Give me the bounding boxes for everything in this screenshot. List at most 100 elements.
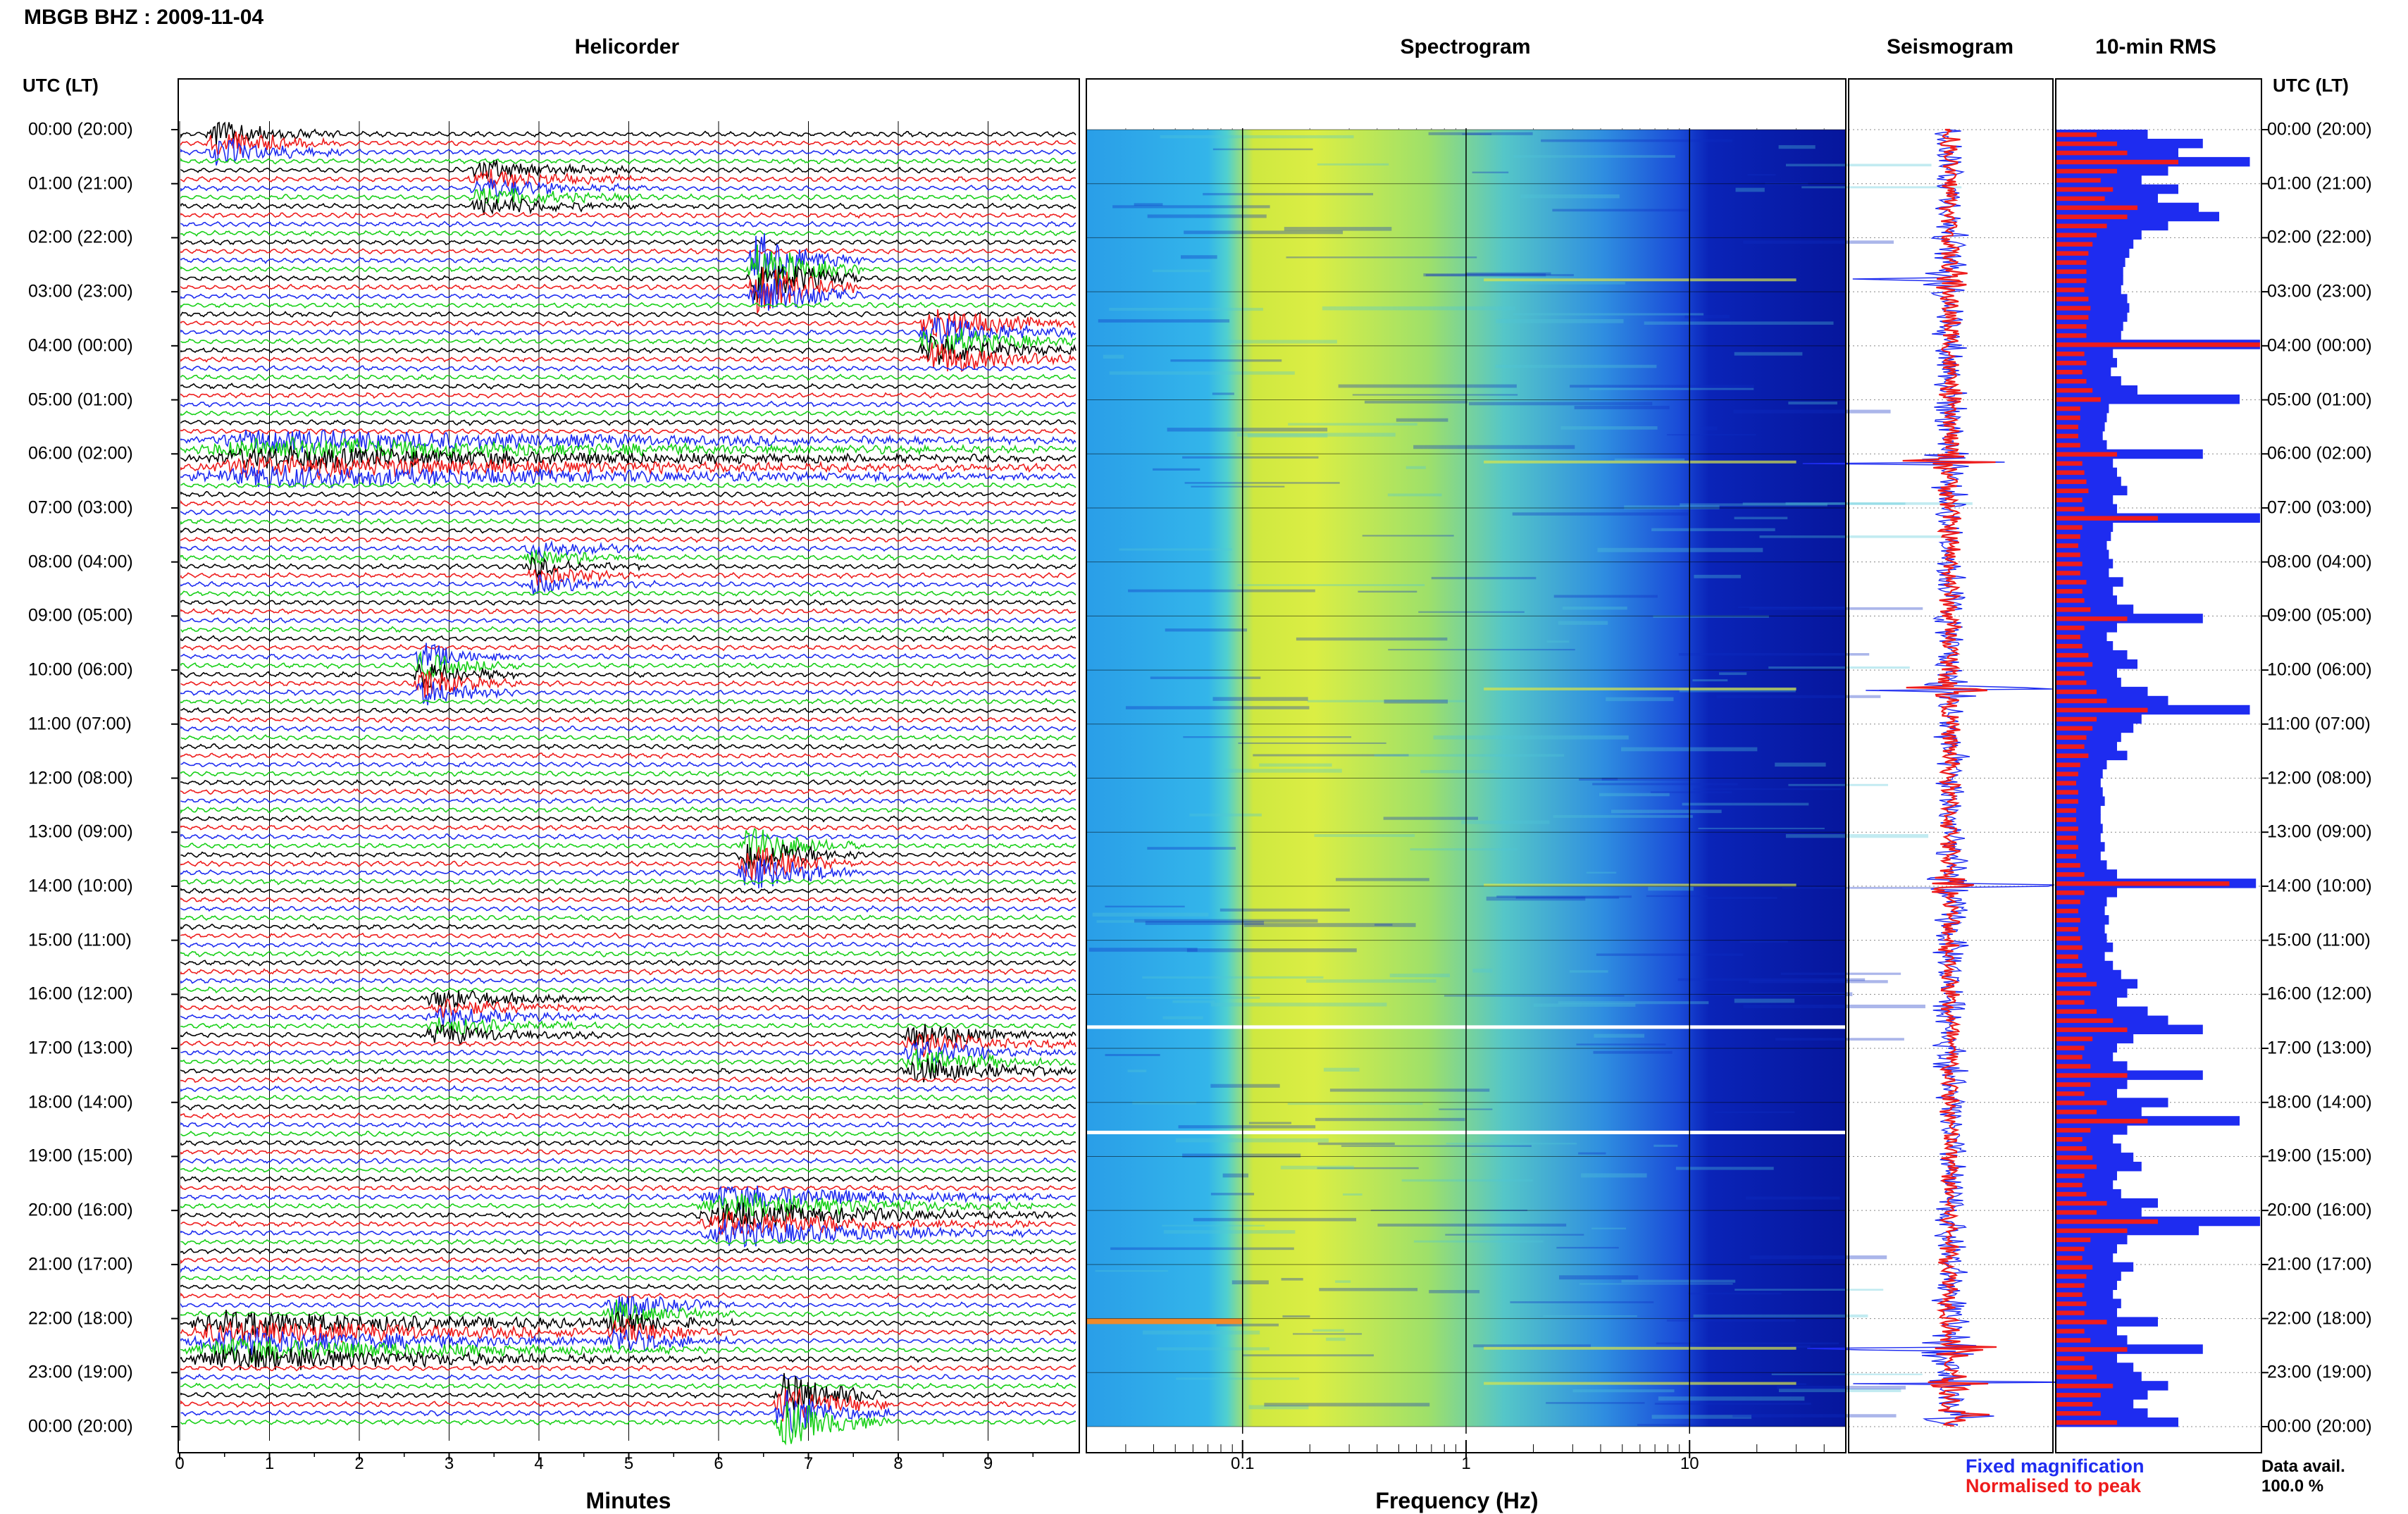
spectrogram-streak	[1212, 697, 1308, 701]
time-label-right: 12:00 (08:00)	[2267, 768, 2372, 788]
helicorder-trace	[180, 1388, 1076, 1422]
helicorder-trace	[180, 1346, 1076, 1370]
helicorder-trace	[180, 1296, 1076, 1317]
time-label-right: 22:00 (18:00)	[2267, 1308, 2372, 1329]
helicorder-trace	[180, 770, 1076, 777]
spectrogram-event-line	[1484, 883, 1796, 887]
rms-bar-normalised	[2056, 552, 2080, 557]
spectrogram-streak	[1788, 783, 1888, 786]
spectrogram-streak	[1338, 384, 1517, 388]
helicorder-trace	[180, 616, 1076, 624]
spectrogram-streak	[1420, 769, 1502, 774]
rms-bar-normalised	[2056, 415, 2080, 421]
rms-bar-normalised	[2056, 1082, 2091, 1087]
rms-bar-normalised	[2056, 543, 2078, 548]
helicorder-trace	[180, 157, 1076, 166]
spectrogram-streak	[1146, 996, 1260, 999]
spectrogram-streak	[1125, 706, 1310, 709]
helicorder-trace	[180, 550, 1076, 566]
rms-bar-normalised	[2056, 497, 2083, 502]
spectrogram-streak	[1675, 1167, 1774, 1170]
spectrogram-streak	[1743, 1004, 1925, 1009]
spectrogram-streak	[1579, 778, 1693, 781]
spectrogram-streak	[1553, 814, 1693, 818]
helicorder-trace	[180, 1202, 1076, 1228]
helicorder-trace	[180, 328, 1076, 357]
spectrogram-streak	[1212, 148, 1313, 151]
spectrogram-streak	[1236, 433, 1396, 437]
data-avail-label: Data avail.	[2261, 1457, 2345, 1476]
helicorder-trace	[180, 159, 1076, 180]
rms-bar-normalised	[2056, 387, 2093, 393]
spectrogram-streak	[1183, 736, 1352, 738]
helicorder-trace	[180, 138, 1076, 166]
helicorder-trace	[180, 778, 1076, 787]
spectrogram-streak	[1700, 426, 1718, 430]
rms-bar-normalised	[2056, 333, 2087, 338]
spectrogram-streak	[1558, 1001, 1709, 1005]
spectrogram-streak	[1284, 227, 1392, 231]
spectrogram-streak	[1243, 1354, 1374, 1357]
spectrogram-streak	[1738, 606, 1846, 608]
spectrogram-streak	[1444, 995, 1625, 997]
spectrogram-streak	[1175, 1138, 1329, 1143]
spectrogram-streak	[1746, 1196, 1840, 1200]
rms-bar-normalised	[2056, 159, 2178, 165]
spectrogram-streak	[1319, 1288, 1418, 1291]
time-label-left: 18:00 (14:00)	[28, 1092, 133, 1112]
spectrogram-streak	[1785, 502, 1973, 505]
helicorder-trace	[180, 1094, 1076, 1102]
rms-bar-normalised	[2056, 470, 2085, 476]
helicorder-trace	[180, 827, 1076, 864]
spectrogram-event-line	[1484, 1346, 1796, 1350]
legend-normalised: Normalised to peak	[1966, 1475, 2142, 1496]
spectrogram-streak	[1429, 1290, 1480, 1293]
spectrogram-streak	[1581, 1173, 1647, 1178]
helicorder-trace	[180, 1185, 1076, 1211]
spectrogram-event-line	[1484, 687, 1796, 690]
spectrogram-streak	[1591, 1227, 1626, 1229]
spectrogram-streak	[1749, 607, 1923, 610]
spectrogram-streak	[1592, 783, 1738, 786]
spectrogram-streak	[1693, 1314, 1868, 1317]
spectrogram-streak	[1216, 1323, 1279, 1327]
spectrogram-streak	[1759, 535, 1944, 538]
time-label-right: 13:00 (09:00)	[2267, 821, 2372, 842]
spectrogram-streak	[1341, 1145, 1532, 1147]
time-label-right: 09:00 (05:00)	[2267, 605, 2372, 626]
rms-bar-normalised	[2056, 1173, 2085, 1179]
spectrogram-streak	[1147, 214, 1267, 218]
helicorder-trace	[180, 238, 1076, 246]
helicorder-trace	[180, 342, 1076, 372]
rms-bar-normalised	[2056, 1410, 2101, 1416]
rms-bar-normalised	[2056, 1036, 2093, 1041]
helicorder-trace	[180, 846, 1076, 882]
spectrogram-streak	[1768, 666, 1910, 669]
rms-bar-normalised	[2056, 278, 2087, 283]
seismogram-normalised-trace	[1902, 128, 1997, 1427]
spectrogram-streak	[1362, 535, 1454, 537]
rms-bar-normalised	[2056, 369, 2083, 375]
spectrogram-streak	[1734, 998, 1795, 1003]
spectrogram-streak	[1698, 827, 1825, 829]
rms-bar-normalised	[2056, 671, 2085, 676]
spectrogram-streak	[1512, 512, 1689, 516]
helicorder-title: Helicorder	[574, 35, 680, 58]
spectrogram-streak	[1286, 256, 1477, 259]
spectrogram-streak	[1543, 1315, 1637, 1317]
time-label-right: 10:00 (06:00)	[2267, 659, 2372, 680]
helicorder-trace	[180, 500, 1076, 507]
spectrogram-streak	[1335, 1280, 1351, 1283]
spectrogram-streak	[1658, 1396, 1805, 1401]
rms-bar-normalised	[2056, 452, 2117, 457]
rms-bar-normalised	[2056, 1237, 2091, 1243]
spectrogram-streak	[1778, 145, 1816, 149]
rms-bar-normalised	[2056, 361, 2087, 366]
spectrogram-streak	[1778, 1389, 1901, 1393]
helicorder-trace	[180, 232, 1076, 278]
rms-bar-normalised	[2056, 1000, 2085, 1005]
rms-bar-normalised	[2056, 716, 2097, 722]
utc-label-left: UTC (LT)	[23, 75, 99, 96]
helicorder-trace	[180, 998, 1076, 1018]
rms-bar-normalised	[2056, 781, 2076, 786]
